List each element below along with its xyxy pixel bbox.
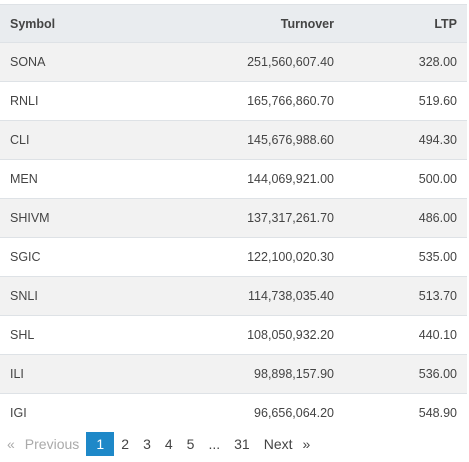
cell-ltp: 535.00 <box>344 237 467 277</box>
page-button-31[interactable]: 31 <box>234 436 250 452</box>
page-button-1[interactable]: 1 <box>86 432 115 456</box>
table-row: SHIVM 137,317,261.70 486.00 <box>0 198 467 238</box>
header-ltp[interactable]: LTP <box>344 4 467 43</box>
cell-turnover: 122,100,020.30 <box>130 237 344 277</box>
cell-turnover: 108,050,932.20 <box>130 315 344 355</box>
table-row: ILI 98,898,157.90 536.00 <box>0 354 467 394</box>
cell-ltp: 440.10 <box>344 315 467 355</box>
cell-symbol: SHL <box>0 315 130 355</box>
cell-turnover: 251,560,607.40 <box>130 42 344 82</box>
cell-turnover: 144,069,921.00 <box>130 159 344 199</box>
cell-turnover: 137,317,261.70 <box>130 198 344 238</box>
double-chevron-left-icon: « <box>7 436 15 452</box>
previous-label: Previous <box>24 436 80 452</box>
cell-turnover: 165,766,860.70 <box>130 81 344 121</box>
cell-turnover: 114,738,035.40 <box>130 276 344 316</box>
table-row: SONA 251,560,607.40 328.00 <box>0 42 467 82</box>
table-row: RNLI 165,766,860.70 519.60 <box>0 81 467 121</box>
page-button-2[interactable]: 2 <box>121 436 130 452</box>
pagination-ellipsis: ... <box>208 436 221 452</box>
cell-symbol: ILI <box>0 354 130 394</box>
cell-ltp: 548.90 <box>344 393 467 433</box>
page-button-3[interactable]: 3 <box>143 436 151 452</box>
table-row: MEN 144,069,921.00 500.00 <box>0 159 467 199</box>
cell-turnover: 96,656,064.20 <box>130 393 344 433</box>
cell-symbol: IGI <box>0 393 130 433</box>
page-button-4[interactable]: 4 <box>164 436 173 452</box>
cell-symbol: SGIC <box>0 237 130 277</box>
header-symbol[interactable]: Symbol <box>0 4 130 43</box>
cell-ltp: 494.30 <box>344 120 467 160</box>
table-body: SONA 251,560,607.40 328.00 RNLI 165,766,… <box>0 42 467 433</box>
cell-symbol: MEN <box>0 159 130 199</box>
cell-ltp: 513.70 <box>344 276 467 316</box>
page-button-5[interactable]: 5 <box>186 436 195 452</box>
next-page-button[interactable]: Next » <box>257 433 318 455</box>
cell-turnover: 145,676,988.60 <box>130 120 344 160</box>
cell-ltp: 536.00 <box>344 354 467 394</box>
cell-symbol: SONA <box>0 42 130 82</box>
cell-ltp: 486.00 <box>344 198 467 238</box>
table-row: SNLI 114,738,035.40 513.70 <box>0 276 467 316</box>
turnover-table: Symbol Turnover LTP SONA 251,560,607.40 … <box>0 4 467 433</box>
next-label: Next <box>263 436 293 452</box>
cell-turnover: 98,898,157.90 <box>130 354 344 394</box>
header-row: Symbol Turnover LTP <box>0 4 467 43</box>
table-row: SGIC 122,100,020.30 535.00 <box>0 237 467 277</box>
header-turnover[interactable]: Turnover <box>130 4 344 43</box>
table-row: IGI 96,656,064.20 548.90 <box>0 393 467 433</box>
double-chevron-right-icon: » <box>302 436 311 452</box>
cell-symbol: SHIVM <box>0 198 130 238</box>
cell-ltp: 328.00 <box>344 42 467 82</box>
table-row: SHL 108,050,932.20 440.10 <box>0 315 467 355</box>
pagination: « Previous 1 2 3 4 5 ... 31 Next » <box>0 432 318 456</box>
cell-ltp: 500.00 <box>344 159 467 199</box>
cell-symbol: RNLI <box>0 81 130 121</box>
table-header: Symbol Turnover LTP <box>0 4 467 43</box>
cell-symbol: CLI <box>0 120 130 160</box>
table-row: CLI 145,676,988.60 494.30 <box>0 120 467 160</box>
previous-page-button[interactable]: « Previous <box>0 433 86 455</box>
cell-symbol: SNLI <box>0 276 130 316</box>
cell-ltp: 519.60 <box>344 81 467 121</box>
turnover-table-container: Symbol Turnover LTP SONA 251,560,607.40 … <box>0 4 467 433</box>
